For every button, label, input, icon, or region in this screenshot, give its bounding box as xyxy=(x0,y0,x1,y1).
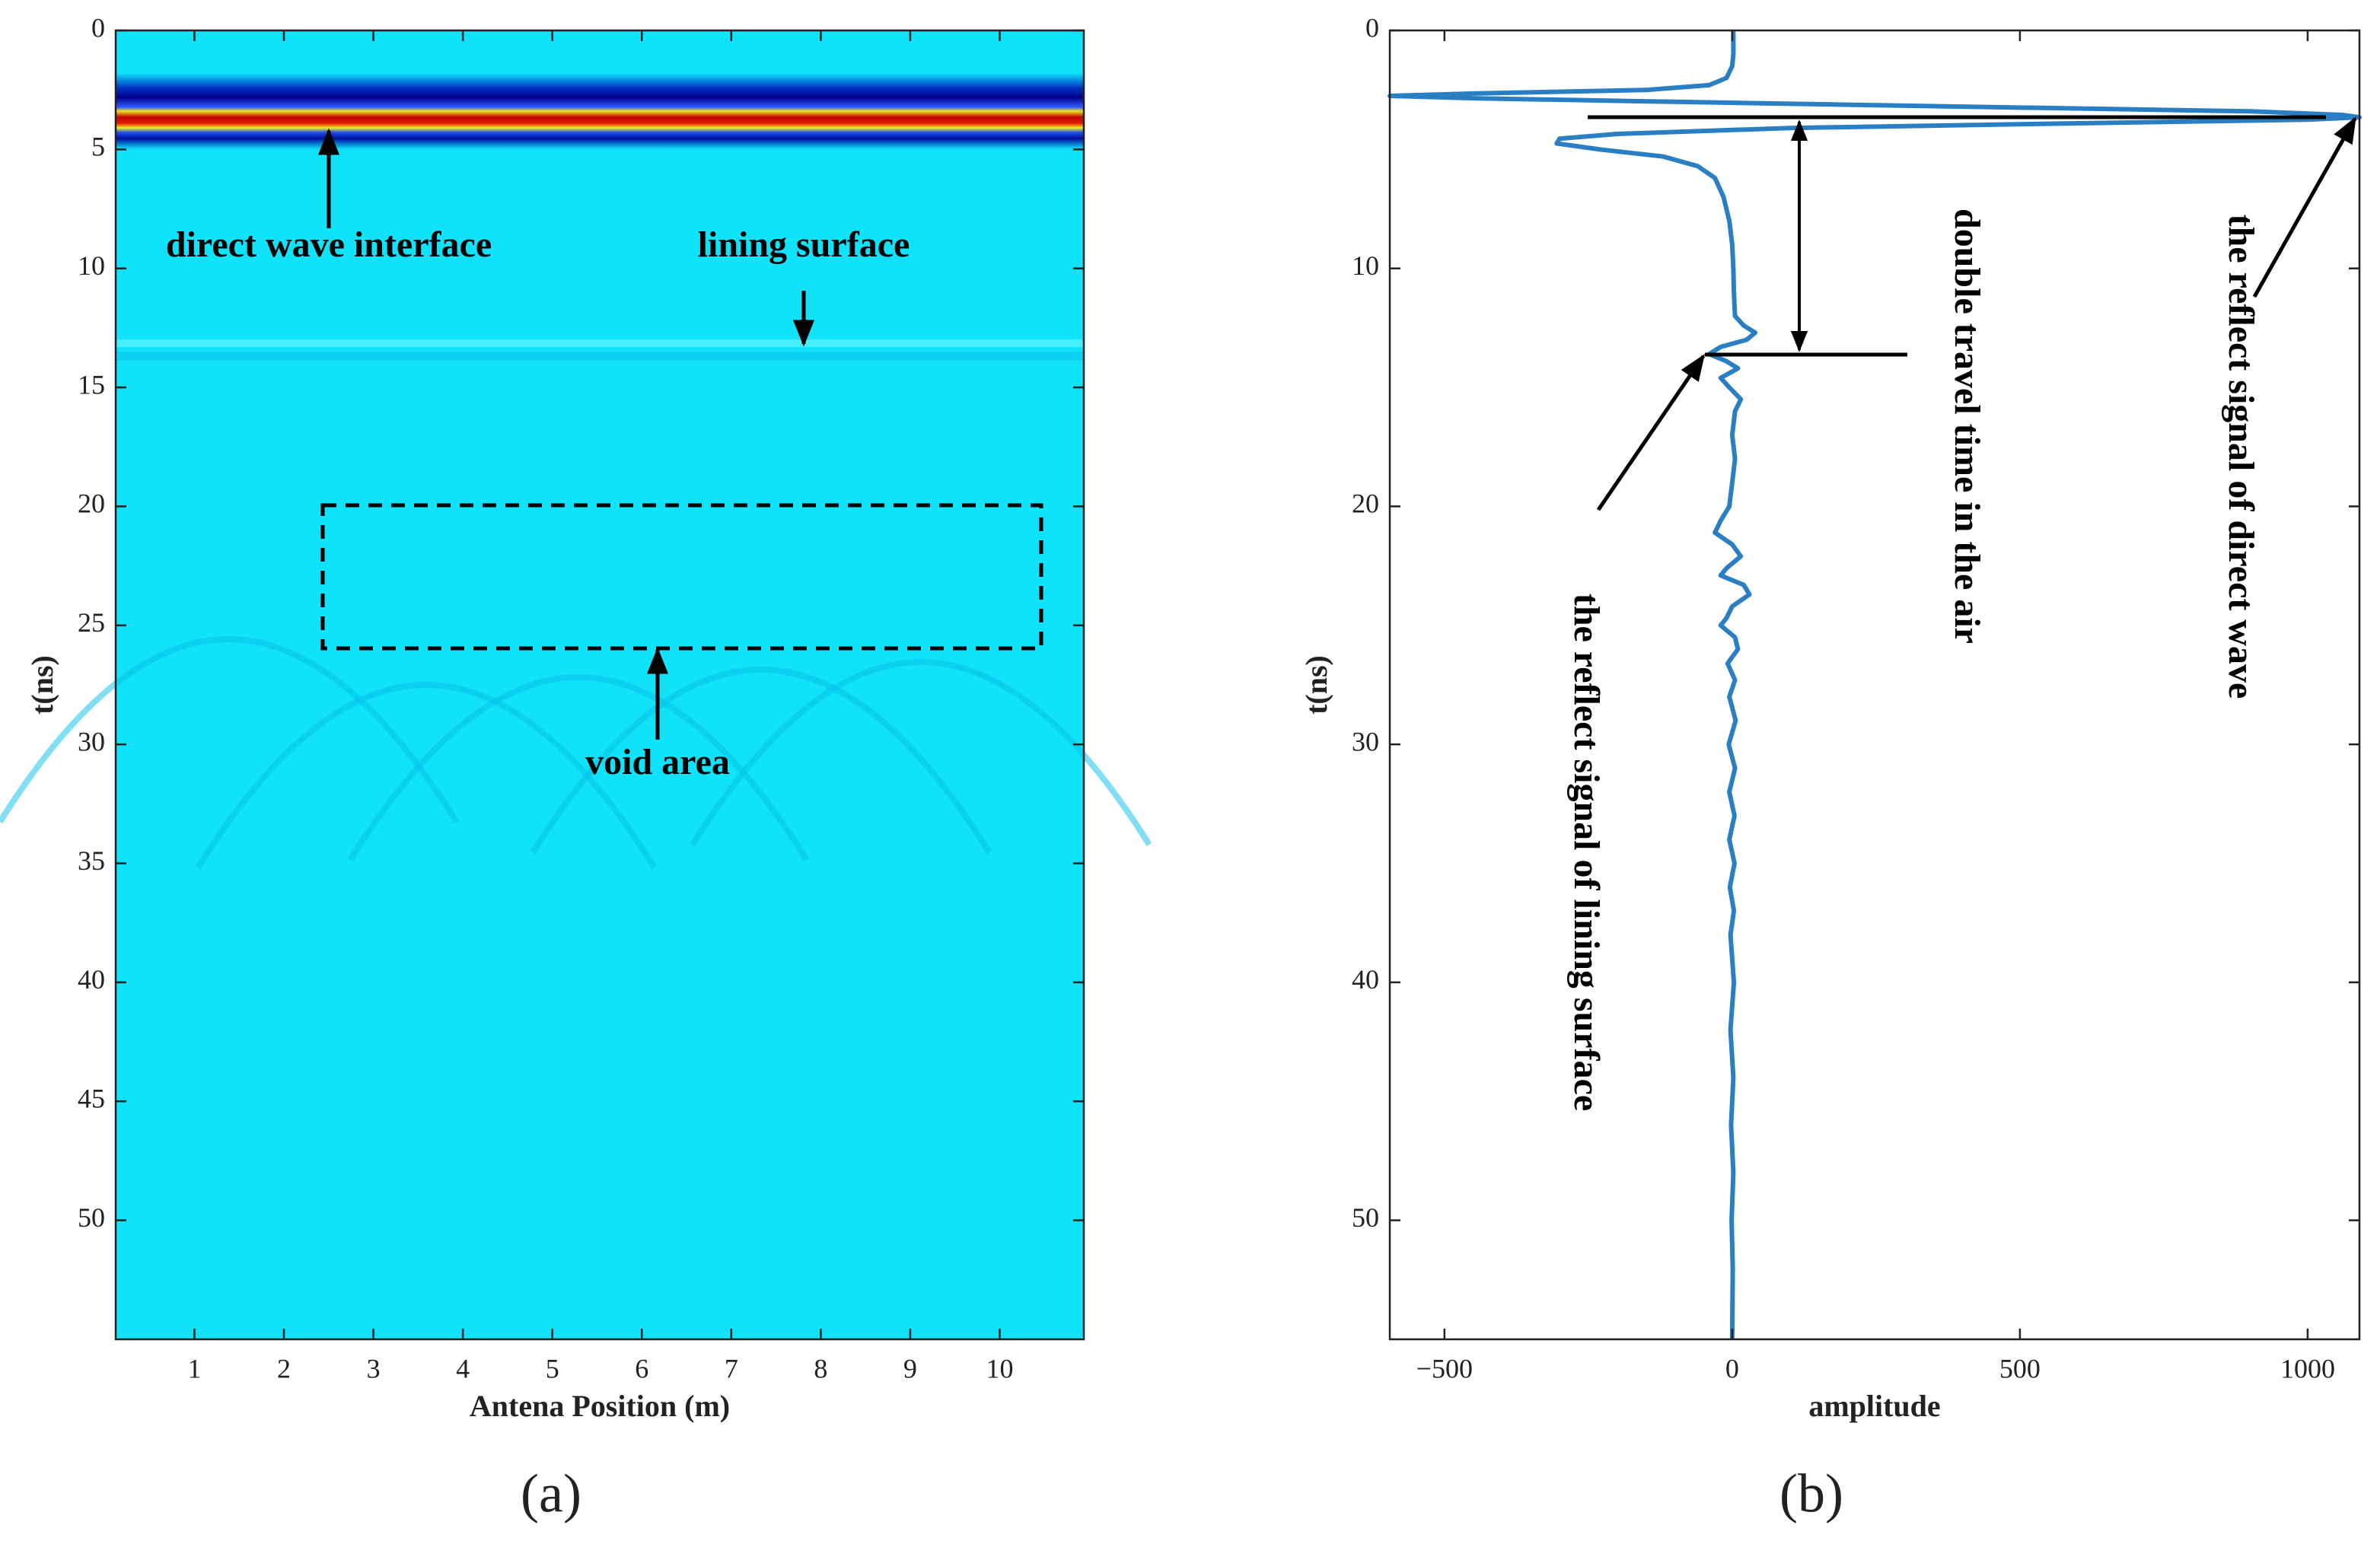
x-tick-label: 7 xyxy=(725,1353,738,1383)
annotation: lining surface xyxy=(698,224,910,265)
x-tick-label: 5 xyxy=(546,1353,559,1383)
y-tick-label: 50 xyxy=(78,1202,105,1233)
axes-frame xyxy=(114,29,1085,1341)
y-tick-label: 35 xyxy=(78,845,105,876)
radargram-background xyxy=(116,30,1084,1339)
annotation-arrow xyxy=(2252,116,2357,298)
y-axis-label: t(ns) xyxy=(25,655,59,715)
signal-line xyxy=(1388,30,2362,1340)
y-tick-label: 20 xyxy=(1352,489,1379,519)
y-tick-label: 40 xyxy=(1352,964,1379,995)
y-tick-label: 20 xyxy=(78,489,105,519)
x-tick-label: 10 xyxy=(986,1353,1013,1383)
x-tick-label: −500 xyxy=(1416,1353,1473,1383)
x-tick-label: 6 xyxy=(635,1353,648,1383)
hyperbola xyxy=(0,636,460,824)
y-tick-label: 10 xyxy=(78,250,105,281)
x-tick-label: 2 xyxy=(277,1353,291,1383)
y-tick-label: 40 xyxy=(78,964,105,995)
annotation: double travel time in the air xyxy=(1947,209,1987,644)
x-axis-label: amplitude xyxy=(1808,1389,1940,1423)
annotation-arrow xyxy=(1596,354,1706,511)
lining-band xyxy=(116,339,1084,347)
y-axis-label: t(ns) xyxy=(1299,655,1333,715)
hyperbola xyxy=(530,667,992,855)
annotation: void area xyxy=(585,742,730,782)
x-tick-label: 4 xyxy=(456,1353,470,1383)
annotation: direct wave interface xyxy=(166,224,492,265)
y-tick-label: 25 xyxy=(78,607,105,638)
annotation: the reflect signal of direct wave xyxy=(2221,215,2261,699)
y-tick-label: 45 xyxy=(78,1084,105,1114)
y-tick-label: 30 xyxy=(78,726,105,756)
x-tick-label: 500 xyxy=(1999,1353,2041,1383)
panel-label: (b) xyxy=(1779,1463,1843,1524)
lining-band-dark xyxy=(116,352,1084,361)
hyperbola xyxy=(347,674,810,862)
panel-label: (a) xyxy=(521,1463,581,1524)
y-tick-label: 15 xyxy=(78,369,105,400)
y-tick-label: 10 xyxy=(1352,250,1379,281)
x-tick-label: 1 xyxy=(187,1353,201,1383)
y-tick-label: 5 xyxy=(91,132,105,162)
y-tick-label: 50 xyxy=(1352,1202,1379,1233)
y-tick-label: 0 xyxy=(1365,12,1379,43)
x-tick-label: 1000 xyxy=(2280,1353,2335,1383)
axes-frame xyxy=(1388,29,2361,1341)
void-box xyxy=(320,503,1043,651)
direct-wave-band xyxy=(116,73,1084,149)
x-axis-label: Antena Position (m) xyxy=(470,1389,730,1423)
y-tick-label: 30 xyxy=(1352,726,1379,756)
x-tick-label: 0 xyxy=(1725,1353,1739,1383)
panel: −500 0 500 1000 0 10 20 30 40 50 amplitude t(ns) (b)… xyxy=(1299,12,2362,1524)
x-tick-label: 3 xyxy=(367,1353,381,1383)
annotation: the reflect signal of lining surface xyxy=(1566,594,1607,1111)
y-tick-label: 0 xyxy=(91,12,105,43)
x-tick-label: 9 xyxy=(903,1353,917,1383)
x-tick-label: 8 xyxy=(814,1353,827,1383)
